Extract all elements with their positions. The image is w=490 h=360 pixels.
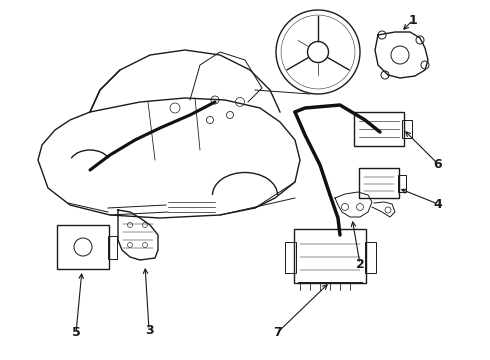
Text: 7: 7 <box>272 327 281 339</box>
Text: 6: 6 <box>434 158 442 171</box>
Text: 1: 1 <box>409 13 417 27</box>
Text: 2: 2 <box>356 257 365 270</box>
Text: 5: 5 <box>72 327 80 339</box>
Text: 4: 4 <box>434 198 442 211</box>
Text: 3: 3 <box>145 324 153 337</box>
